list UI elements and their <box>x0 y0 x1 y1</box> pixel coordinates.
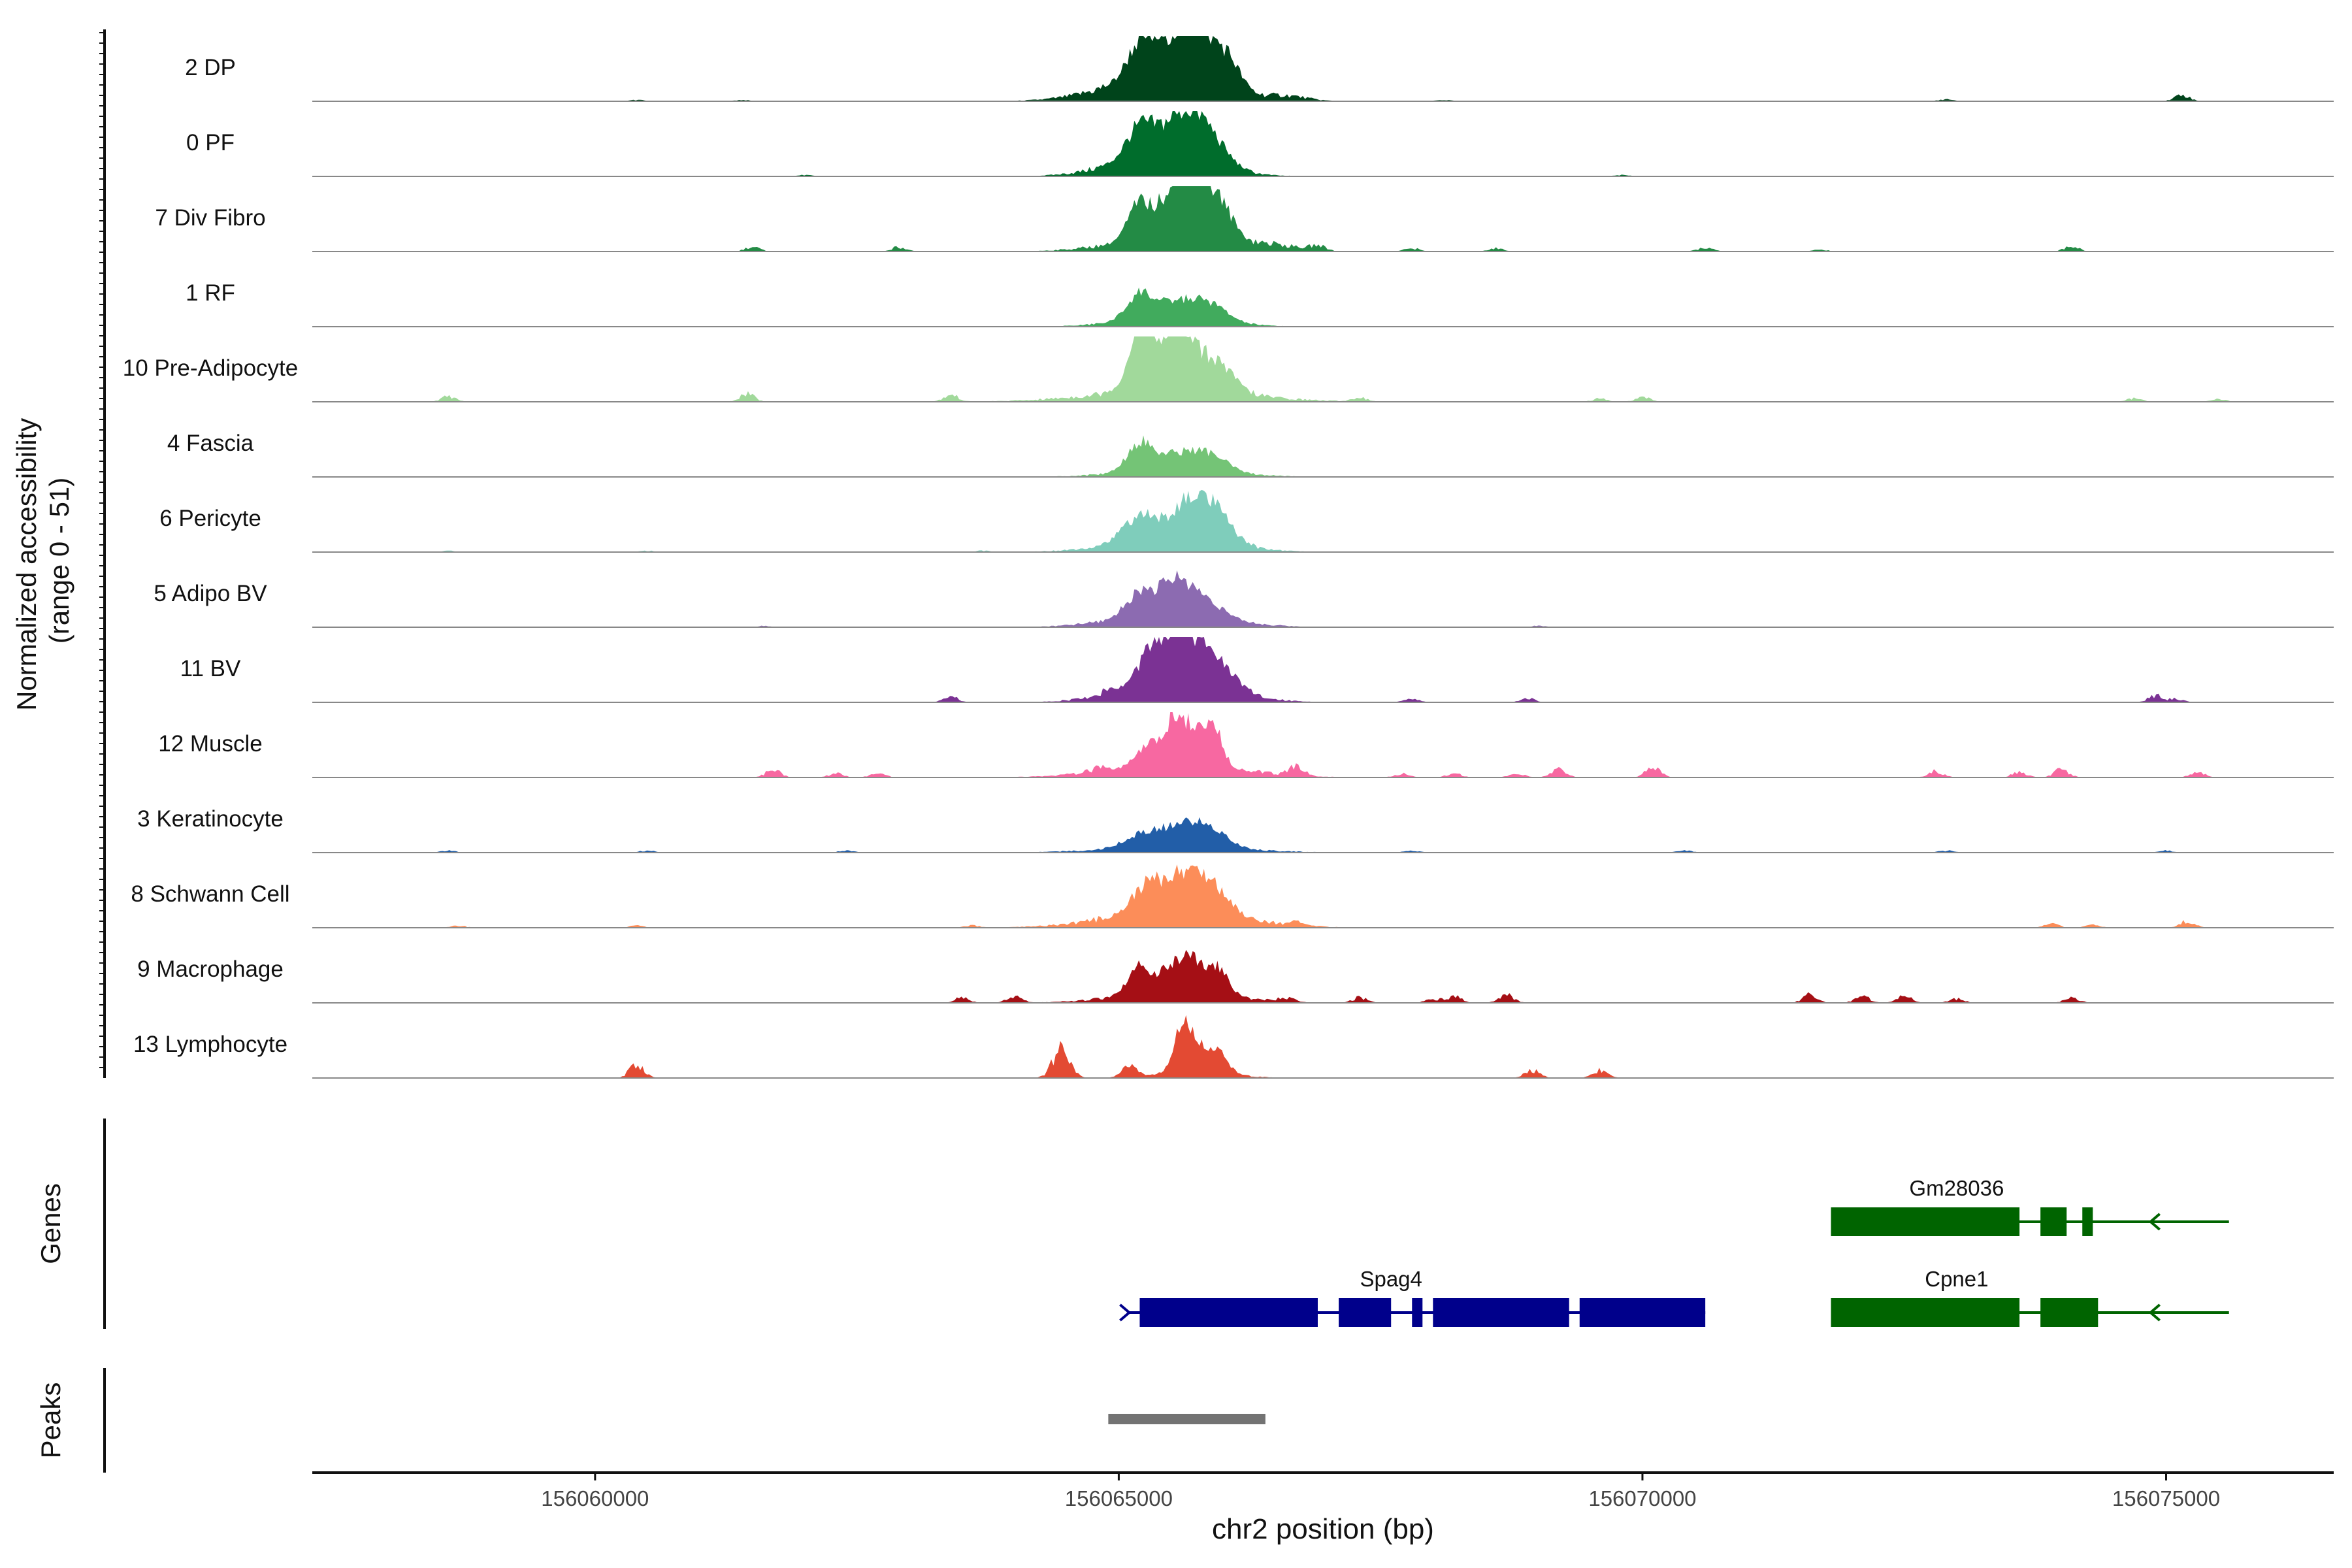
gene-model: Spag4 <box>1119 1267 1706 1327</box>
track-label: 6 Pericyte <box>159 506 261 531</box>
track-label: 9 Macrophage <box>137 956 284 982</box>
peaks-panel-label: Peaks <box>35 1382 66 1459</box>
gene-exon <box>2082 1207 2093 1236</box>
y-axis-title-line1: Normalized accessibility <box>11 418 42 711</box>
coverage-track: 3 Keratinocyte <box>137 806 2334 853</box>
coverage-area <box>312 111 2334 176</box>
track-label: 12 Muscle <box>158 731 263 757</box>
track-label: 13 Lymphocyte <box>133 1032 287 1057</box>
genes-panel-label: Genes <box>35 1183 66 1264</box>
track-label: 4 Fascia <box>167 431 254 456</box>
peaks-panel: Peaks <box>35 1368 1266 1473</box>
coverage-area <box>312 864 2334 928</box>
track-label: 0 PF <box>186 130 235 155</box>
gene-exon <box>1433 1298 1569 1327</box>
coverage-track: 9 Macrophage <box>137 949 2334 1004</box>
y-axis: Normalized accessibility (range 0 - 51) <box>11 29 106 1078</box>
coverage-track: 6 Pericyte <box>159 489 2334 553</box>
gene-models: Gm28036 Spag4 Cpne1 <box>1119 1176 2229 1327</box>
gene-label: Gm28036 <box>1909 1176 2004 1200</box>
x-axis-ticks: 156060000 156065000 156070000 156075000 <box>541 1473 2220 1511</box>
x-tick-label: 156065000 <box>1065 1486 1173 1511</box>
coverage-track: 11 BV <box>180 637 2334 703</box>
coverage-track: 10 Pre-Adipocyte <box>123 336 2334 402</box>
coverage-track: 7 Div Fibro <box>155 186 2334 252</box>
gene-model: Cpne1 <box>1831 1267 2229 1327</box>
gene-exon <box>1579 1298 1706 1327</box>
gene-label: Cpne1 <box>1925 1267 1988 1291</box>
gene-exon <box>1831 1207 2020 1236</box>
coverage-track: 13 Lymphocyte <box>133 1015 2334 1079</box>
coverage-track: 8 Schwann Cell <box>131 864 2334 928</box>
coverage-area <box>312 949 2334 1003</box>
track-label: 10 Pre-Adipocyte <box>123 355 298 381</box>
gene-label: Spag4 <box>1360 1267 1422 1291</box>
coverage-area <box>312 570 2334 627</box>
coverage-track: 4 Fascia <box>167 431 2334 478</box>
x-axis-title: chr2 position (bp) <box>1212 1513 1434 1545</box>
coverage-track: 5 Adipo BV <box>154 570 2334 628</box>
peak-region <box>1108 1414 1266 1424</box>
y-axis-title-line2: (range 0 - 51) <box>44 478 74 644</box>
gene-exon <box>1139 1298 1318 1327</box>
track-label: 5 Adipo BV <box>154 581 267 606</box>
coverage-track: 1 RF <box>186 280 2334 327</box>
coverage-track: 0 PF <box>186 111 2334 177</box>
coverage-area <box>312 336 2334 402</box>
track-label: 1 RF <box>186 280 235 306</box>
track-label: 8 Schwann Cell <box>131 881 289 907</box>
coverage-area <box>312 637 2334 702</box>
coverage-area <box>312 817 2334 853</box>
coverage-area <box>312 489 2334 552</box>
y-axis-title: Normalized accessibility (range 0 - 51) <box>11 410 74 711</box>
gene-exon <box>1339 1298 1392 1327</box>
coverage-area <box>312 1015 2334 1078</box>
coverage-area <box>312 435 2334 477</box>
coverage-track: 2 DP <box>185 36 2334 102</box>
genes-panel: Genes Gm28036 Spag4 Cpne1 <box>35 1119 2229 1329</box>
track-label: 2 DP <box>185 55 236 80</box>
coverage-area <box>312 36 2334 101</box>
coverage-area <box>312 712 2334 777</box>
strand-arrow-icon <box>2148 1303 2161 1322</box>
gene-exon <box>1831 1298 2020 1327</box>
gene-exon <box>2040 1207 2067 1236</box>
peak-regions <box>1108 1414 1266 1424</box>
x-axis: 156060000 156065000 156070000 156075000 chr… <box>312 1471 2334 1545</box>
track-label: 7 Div Fibro <box>155 205 265 231</box>
track-label: 11 BV <box>180 656 241 681</box>
coverage-track: 12 Muscle <box>158 712 2334 778</box>
y-axis-ticks <box>99 32 105 1068</box>
gene-exon <box>1412 1298 1423 1327</box>
coverage-area <box>312 186 2334 252</box>
strand-arrow-icon <box>1119 1303 1132 1322</box>
coverage-area <box>312 287 2334 327</box>
x-tick-label: 156075000 <box>2112 1486 2220 1511</box>
gene-exon <box>2040 1298 2099 1327</box>
x-tick-label: 156060000 <box>541 1486 649 1511</box>
coverage-tracks: 2 DP 0 PF 7 Div Fibro 1 RF 10 Pre-Adipocyte 4… <box>123 36 2334 1079</box>
strand-arrow-icon <box>2148 1213 2161 1231</box>
x-tick-label: 156070000 <box>1588 1486 1696 1511</box>
track-label: 3 Keratinocyte <box>137 806 284 832</box>
gene-model: Gm28036 <box>1831 1176 2229 1236</box>
